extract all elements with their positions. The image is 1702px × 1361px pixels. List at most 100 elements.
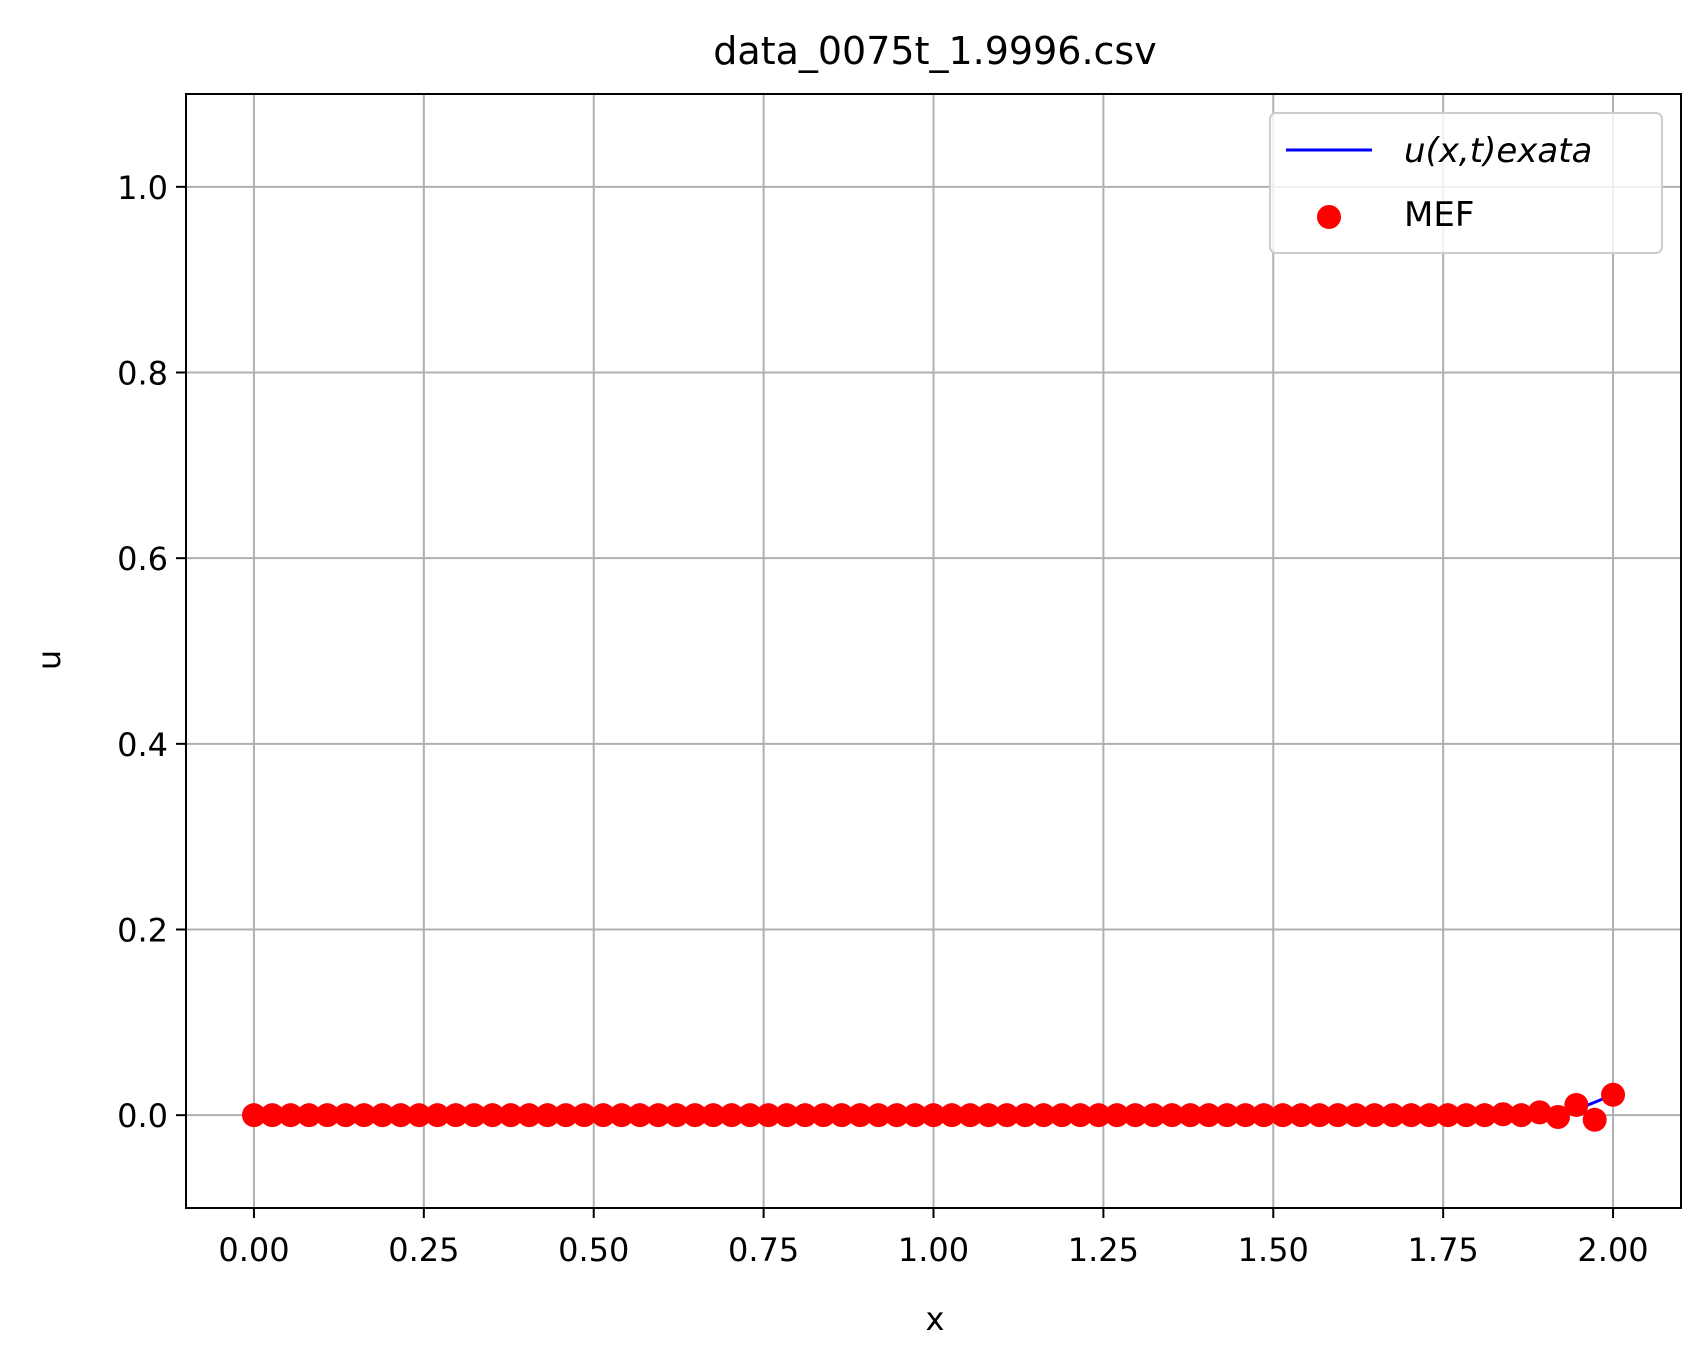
mef-data-point	[1472, 1103, 1497, 1128]
mef-data-point	[1049, 1103, 1074, 1128]
mef-data-point	[664, 1103, 689, 1128]
mef-data-point	[425, 1103, 450, 1128]
mef-data-point	[572, 1103, 597, 1128]
mef-data-point	[609, 1103, 634, 1128]
mef-data-point	[1233, 1103, 1258, 1128]
mef-data-point	[443, 1103, 468, 1128]
mef-data-point	[1307, 1103, 1332, 1128]
mef-data-point	[1123, 1103, 1148, 1128]
mef-data-point	[866, 1103, 891, 1128]
y-axis-ticks: 0.0 0.2 0.4 0.6 0.8 1.0	[117, 169, 186, 1135]
mef-data-point	[848, 1103, 873, 1128]
y-axis-label: u	[30, 650, 68, 670]
mef-data-point	[774, 1103, 799, 1128]
mef-data-point	[1068, 1103, 1093, 1128]
mef-data-point	[1435, 1103, 1460, 1128]
mef-data-point	[591, 1103, 616, 1128]
mef-data-point	[1344, 1103, 1369, 1128]
mef-data-point	[829, 1103, 854, 1128]
x-tick-label: 0.50	[558, 1231, 629, 1269]
mef-data-point	[976, 1103, 1001, 1128]
x-tick-label: 1.25	[1068, 1231, 1139, 1269]
mef-data-point	[352, 1103, 377, 1128]
mef-data-point	[1417, 1103, 1442, 1128]
scatter-points-layer	[241, 1082, 1626, 1132]
mef-data-point	[1013, 1103, 1038, 1128]
mef-data-point	[462, 1103, 487, 1128]
mef-data-point	[793, 1103, 818, 1128]
mef-data-point	[1104, 1103, 1129, 1128]
mef-data-point	[1564, 1092, 1589, 1117]
mef-data-point	[903, 1103, 928, 1128]
mef-data-point	[701, 1103, 726, 1128]
mef-data-point	[1490, 1102, 1515, 1127]
mef-data-point	[811, 1103, 836, 1128]
legend-box	[1269, 112, 1663, 254]
x-tick-label: 0.25	[388, 1231, 459, 1269]
mef-data-point	[1546, 1105, 1571, 1130]
mef-data-point	[407, 1103, 432, 1128]
y-tick-label: 1.0	[117, 169, 168, 207]
mef-data-point	[958, 1103, 983, 1128]
mef-data-point	[884, 1103, 909, 1128]
mef-data-point	[1399, 1103, 1424, 1128]
mef-data-point	[535, 1103, 560, 1128]
y-tick-label: 0.2	[117, 912, 168, 950]
mef-data-point	[1454, 1103, 1479, 1128]
mef-data-point	[1160, 1103, 1185, 1128]
mef-data-point	[315, 1103, 340, 1128]
mef-data-point	[627, 1103, 652, 1128]
mef-data-point	[1215, 1103, 1240, 1128]
mef-data-point	[1251, 1103, 1276, 1128]
mef-data-point	[939, 1103, 964, 1128]
y-tick-label: 0.4	[117, 726, 168, 764]
legend-label-mef: MEF	[1404, 195, 1474, 235]
mef-data-point	[646, 1103, 671, 1128]
x-tick-label: 0.75	[728, 1231, 799, 1269]
x-tick-label: 1.00	[898, 1231, 969, 1269]
mef-data-point	[719, 1103, 744, 1128]
mef-data-point	[1086, 1103, 1111, 1128]
grid	[186, 94, 1681, 1208]
mef-data-point	[1196, 1103, 1221, 1128]
mef-data-point	[498, 1103, 523, 1128]
legend-label-exact: u(x,t)exata	[1404, 131, 1592, 171]
mef-data-point	[1362, 1103, 1387, 1128]
mef-data-point	[1325, 1103, 1350, 1128]
mef-data-point	[260, 1103, 285, 1128]
mef-data-point	[921, 1103, 946, 1128]
x-axis-label: x	[926, 1300, 945, 1338]
mef-data-point	[1527, 1100, 1552, 1125]
mef-data-point	[1141, 1103, 1166, 1128]
mef-data-point	[1582, 1107, 1607, 1132]
chart-title: data_0075t_1.9996.csv	[713, 29, 1156, 73]
mef-data-point	[296, 1103, 321, 1128]
legend: u(x,t)exata MEF	[1269, 112, 1663, 254]
mef-data-point	[241, 1103, 266, 1128]
mef-data-point	[1601, 1082, 1626, 1107]
mef-data-point	[682, 1103, 707, 1128]
mef-data-point	[370, 1103, 395, 1128]
y-tick-label: 0.8	[117, 355, 168, 393]
mef-data-point	[994, 1103, 1019, 1128]
y-tick-label: 0.6	[117, 540, 168, 578]
mef-data-point	[1178, 1103, 1203, 1128]
mef-data-point	[517, 1103, 542, 1128]
mef-data-point	[1380, 1103, 1405, 1128]
x-axis-ticks: 0.00 0.25 0.50 0.75 1.00 1.25 1.50 1.75 2.00	[218, 1208, 1649, 1269]
x-tick-label: 1.50	[1238, 1231, 1309, 1269]
mef-data-point	[278, 1103, 303, 1128]
mef-data-point	[388, 1103, 413, 1128]
mef-data-point	[738, 1103, 763, 1128]
mef-data-point	[1509, 1103, 1534, 1128]
x-tick-label: 1.75	[1408, 1231, 1479, 1269]
mef-data-point	[1270, 1103, 1295, 1128]
y-tick-label: 0.0	[117, 1097, 168, 1135]
x-tick-label: 0.00	[218, 1231, 289, 1269]
legend-marker-swatch	[1317, 205, 1341, 229]
mef-data-point	[480, 1103, 505, 1128]
mef-data-point	[1289, 1103, 1314, 1128]
mef-data-point	[333, 1103, 358, 1128]
mef-data-point	[553, 1103, 578, 1128]
